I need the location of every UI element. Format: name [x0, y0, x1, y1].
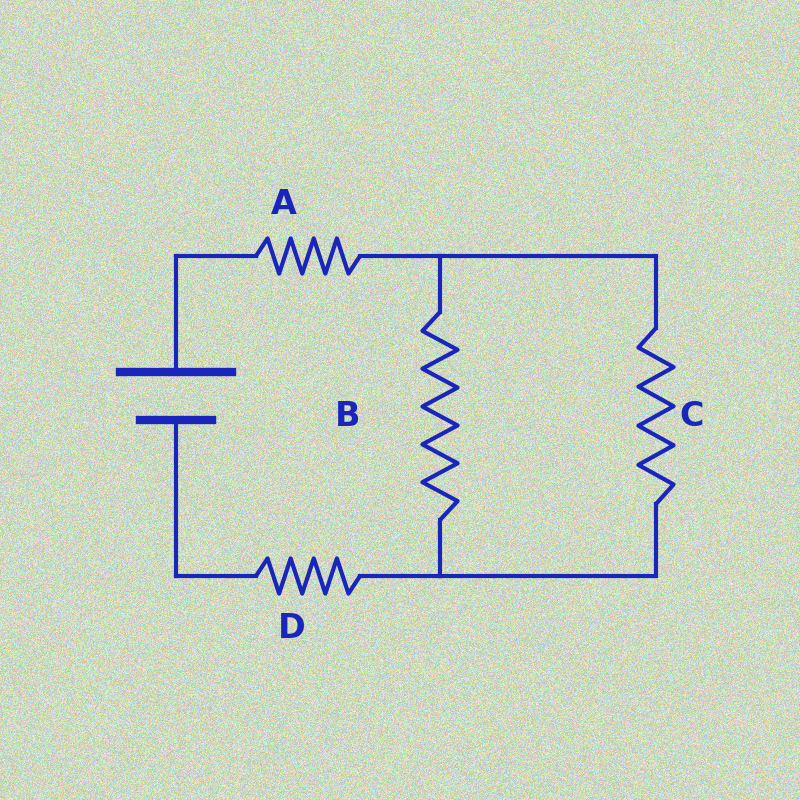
- Text: C: C: [680, 399, 704, 433]
- Text: D: D: [278, 611, 306, 645]
- Text: B: B: [335, 399, 361, 433]
- Text: A: A: [271, 187, 297, 221]
